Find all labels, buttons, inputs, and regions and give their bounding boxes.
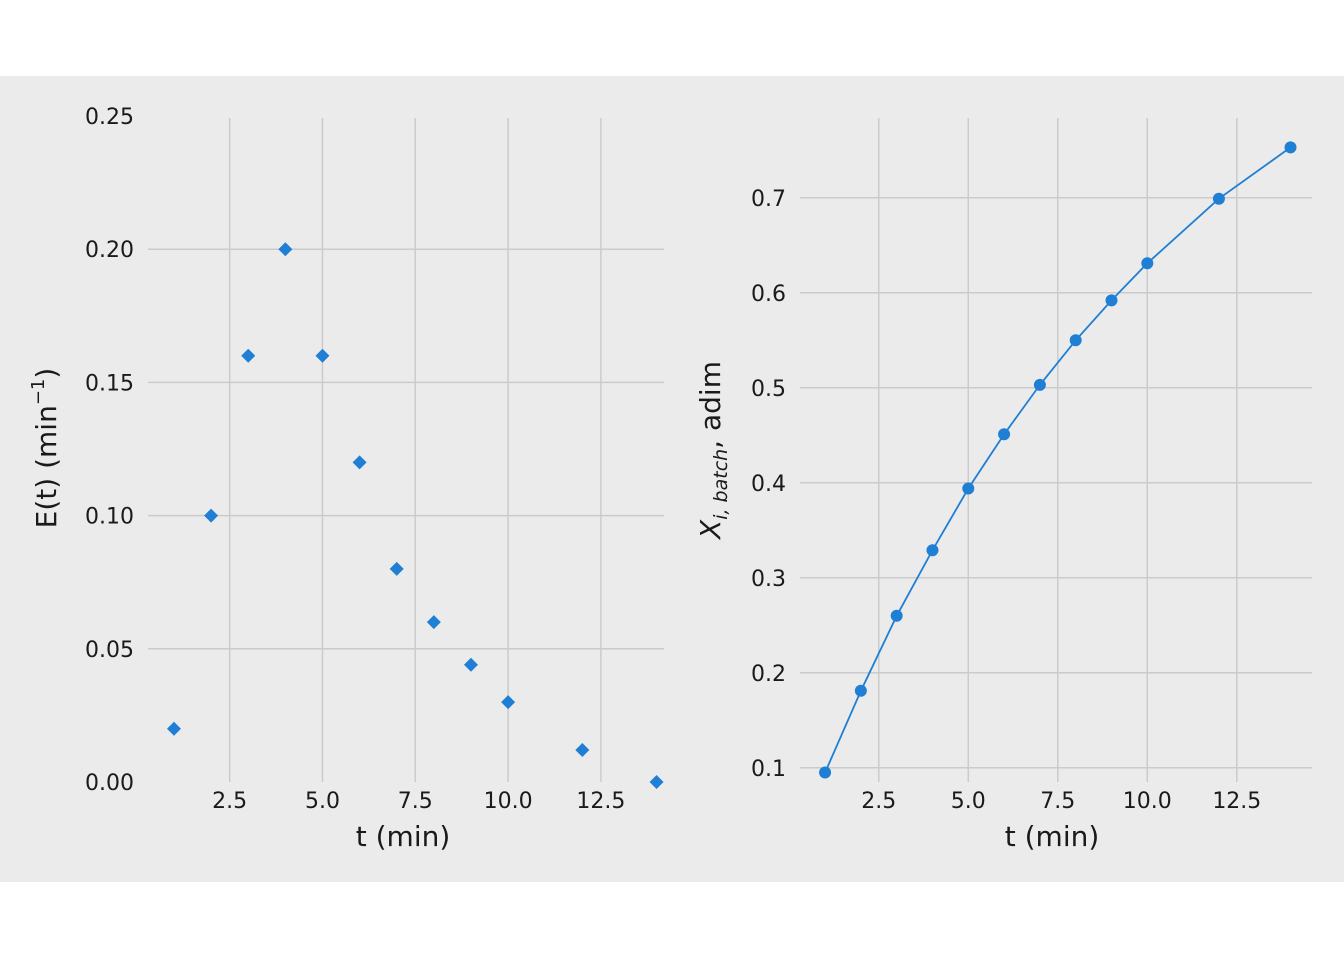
left-x-tick-label: 5.0 bbox=[305, 789, 340, 814]
right-point bbox=[1284, 141, 1297, 154]
right-x-tick-label: 10.0 bbox=[1123, 789, 1172, 814]
right-y-axis-label-sub: i, batch bbox=[710, 449, 732, 520]
left-point bbox=[649, 775, 664, 789]
right-y-tick-label: 0.6 bbox=[751, 282, 786, 307]
left-y-ticks: 0.00 0.05 0.10 0.15 0.20 0.25 bbox=[85, 105, 134, 796]
left-y-tick-label: 0.10 bbox=[85, 505, 134, 530]
left-point bbox=[426, 615, 441, 630]
right-y-tick-label: 0.7 bbox=[751, 187, 786, 212]
left-point bbox=[166, 721, 181, 736]
right-x-tick-label: 7.5 bbox=[1040, 789, 1075, 814]
right-x-ticks: 2.5 5.0 7.5 10.0 12.5 bbox=[861, 789, 1261, 814]
left-x-tick-label: 7.5 bbox=[398, 789, 433, 814]
left-x-tick-label: 2.5 bbox=[212, 789, 247, 814]
left-point bbox=[315, 348, 330, 363]
left-y-axis-label-close: ) bbox=[30, 368, 63, 379]
right-point bbox=[1212, 192, 1225, 205]
right-x-tick-label: 5.0 bbox=[951, 789, 986, 814]
right-series-line bbox=[824, 146, 1292, 773]
right-point bbox=[1033, 378, 1046, 391]
right-point bbox=[1069, 334, 1082, 347]
right-points bbox=[819, 141, 1297, 779]
right-point bbox=[926, 544, 939, 557]
right-point bbox=[1141, 257, 1154, 270]
left-chart: 2.5 5.0 7.5 10.0 12.5 0.000.050.100.150.200.… bbox=[28, 105, 664, 853]
left-point bbox=[352, 455, 367, 470]
left-y-tick-label: 0.15 bbox=[85, 371, 134, 396]
right-point bbox=[1105, 294, 1118, 307]
right-x-axis-label: t (min) bbox=[1005, 820, 1100, 853]
right-chart: 2.5 5.0 7.5 10.0 12.5 0.10.20.30.40.50.60.7 … bbox=[694, 118, 1312, 853]
left-x-ticks: 2.5 5.0 7.5 10.0 12.5 bbox=[212, 789, 625, 814]
left-points bbox=[166, 242, 664, 789]
right-y-tick-label: 0.4 bbox=[751, 472, 786, 497]
left-point bbox=[241, 348, 256, 363]
left-y-tick-label: 0.05 bbox=[85, 638, 134, 663]
left-y-axis-label: E(t) (min−1) bbox=[28, 368, 63, 529]
left-grid bbox=[148, 118, 664, 782]
left-y-tick-label: 0.25 bbox=[85, 105, 134, 130]
right-y-tick-label: 0.3 bbox=[751, 567, 786, 592]
left-x-axis-label: t (min) bbox=[356, 820, 451, 853]
left-point bbox=[463, 657, 478, 672]
right-y-axis-label: Xi, batch, adim bbox=[694, 361, 732, 541]
left-point bbox=[278, 242, 293, 257]
left-y-tick-label: 0.00 bbox=[85, 771, 134, 796]
left-point bbox=[389, 561, 404, 576]
right-point bbox=[819, 766, 832, 779]
figure-background bbox=[0, 76, 1344, 882]
right-y-axis-label-rest: , adim bbox=[694, 361, 727, 449]
right-point bbox=[890, 609, 903, 622]
right-point bbox=[854, 684, 867, 697]
right-point bbox=[998, 428, 1011, 441]
right-grid bbox=[800, 118, 1312, 782]
left-point bbox=[204, 508, 219, 523]
left-point bbox=[501, 695, 516, 710]
left-y-axis-label-main: E(t) (min bbox=[30, 405, 63, 528]
left-point bbox=[575, 743, 590, 758]
right-x-tick-label: 2.5 bbox=[861, 789, 896, 814]
right-y-tick-label: 0.5 bbox=[751, 377, 786, 402]
left-y-axis-label-sup: −1 bbox=[28, 379, 49, 406]
right-y-ticks: 0.1 0.2 0.3 0.4 0.5 0.6 0.7 bbox=[751, 187, 786, 782]
left-y-tick-label: 0.20 bbox=[85, 238, 134, 263]
right-x-tick-label: 12.5 bbox=[1212, 789, 1261, 814]
left-x-tick-label: 10.0 bbox=[484, 789, 533, 814]
right-y-tick-label: 0.2 bbox=[751, 662, 786, 687]
left-x-tick-label: 12.5 bbox=[576, 789, 625, 814]
right-y-tick-label: 0.1 bbox=[751, 757, 786, 782]
right-point bbox=[962, 482, 975, 495]
right-y-axis-label-main: X bbox=[694, 519, 727, 541]
